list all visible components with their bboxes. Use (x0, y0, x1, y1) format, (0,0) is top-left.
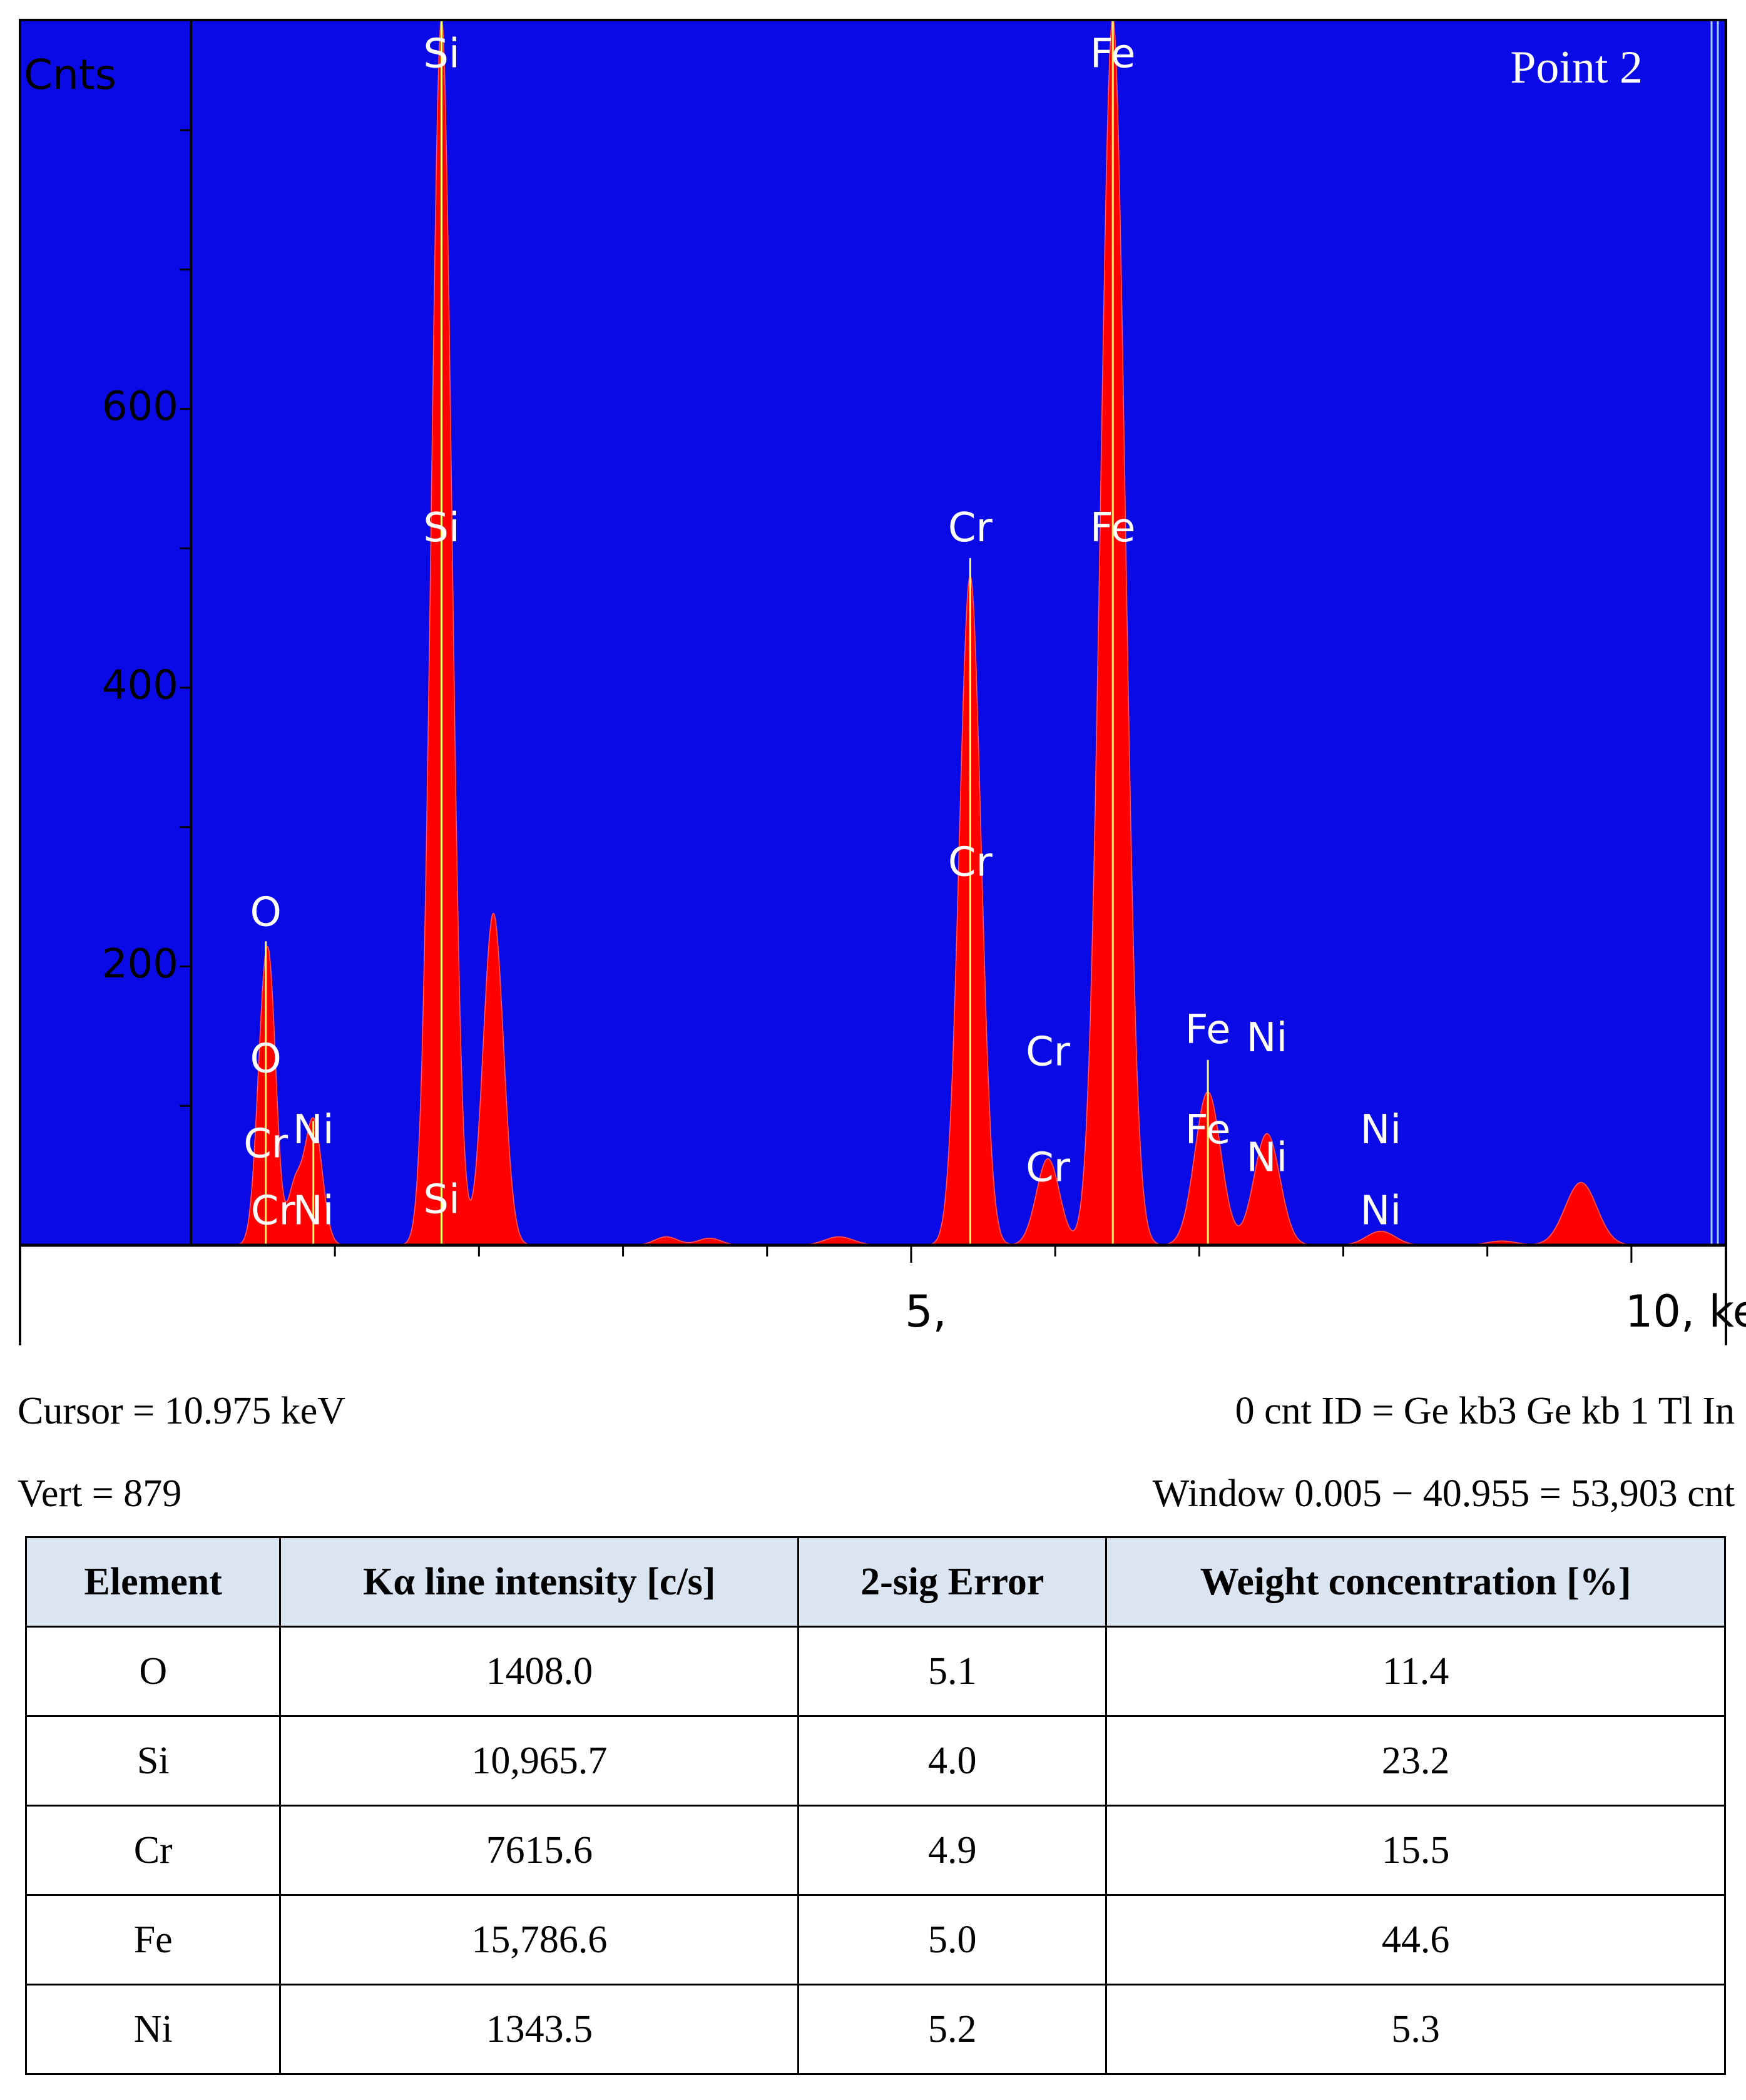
eds-spectrum-chart: Si Fe Si Cr Fe Cr O Cr Fe Ni O Ni Fe Ni Ni Cr Cr Si Cr Ni Ni… (19, 19, 1746, 1345)
marker-label: Cr (1026, 1029, 1071, 1075)
cell-error: 4.9 (797, 1805, 1108, 1896)
plot-background (20, 20, 1726, 1245)
table-row: Si 10,965.7 4.0 23.2 (24, 1715, 1726, 1807)
cell-error: 5.0 (797, 1894, 1108, 1985)
marker-label: Si (423, 1177, 459, 1223)
header-element: Element (24, 1536, 282, 1628)
marker-label: Ni (1247, 1135, 1288, 1181)
table-row: O 1408.0 5.1 11.4 (24, 1626, 1726, 1717)
cell-intensity: 7615.6 (279, 1805, 800, 1896)
cell-weight: 11.4 (1105, 1626, 1726, 1717)
cell-element: O (24, 1626, 282, 1717)
cell-element: Si (24, 1715, 282, 1807)
table-row: Ni 1343.5 5.2 5.3 (24, 1984, 1726, 2075)
marker-label: Fe (1185, 1107, 1231, 1153)
x-tick-label: 5, (905, 1286, 947, 1337)
cell-intensity: 10,965.7 (279, 1715, 800, 1807)
cursor-readout: Cursor = 10.975 keV (18, 1390, 346, 1432)
marker-label: O (250, 890, 282, 936)
cell-element: Cr (24, 1805, 282, 1896)
y-tick-label: 600 (102, 384, 178, 430)
vertical-scale-readout: Vert = 879 (18, 1472, 182, 1515)
cell-intensity: 1408.0 (279, 1626, 800, 1717)
y-axis-label: Cnts (24, 51, 116, 99)
header-weight: Weight concentration [%] (1105, 1536, 1726, 1628)
marker-label: Cr (251, 1188, 296, 1234)
table-header-row: Element Kα line intensity [c/s] 2-sig Er… (24, 1536, 1726, 1628)
marker-label: Ni (293, 1188, 334, 1234)
marker-label: Fe (1090, 31, 1136, 77)
cell-weight: 15.5 (1105, 1805, 1726, 1896)
x-tick-label: 10, keV (1625, 1286, 1746, 1337)
marker-label: Si (423, 31, 459, 77)
marker-label: Ni (1361, 1107, 1402, 1153)
cell-element: Ni (24, 1984, 282, 2075)
window-readout: Window 0.005 − 40.955 = 53,903 cnt (1152, 1472, 1735, 1515)
y-tick-label: 400 (102, 663, 178, 709)
marker-label: Fe (1185, 1007, 1231, 1053)
marker-label: Fe (1090, 505, 1136, 551)
marker-label: Si (423, 505, 459, 551)
cell-element: Fe (24, 1894, 282, 1985)
element-results-table: Element Kα line intensity [c/s] 2-sig Er… (24, 1536, 1726, 2075)
header-error: 2-sig Error (797, 1536, 1108, 1628)
cell-error: 5.1 (797, 1626, 1108, 1717)
table-row: Fe 15,786.6 5.0 44.6 (24, 1894, 1726, 1985)
point-annotation: Point 2 (1510, 42, 1643, 93)
id-readout: 0 cnt ID = Ge kb3 Ge kb 1 Tl In (1235, 1390, 1735, 1432)
y-tick-label: 200 (102, 941, 178, 987)
cell-weight: 44.6 (1105, 1894, 1726, 1985)
cell-intensity: 1343.5 (279, 1984, 800, 2075)
marker-label: Ni (1361, 1188, 1402, 1234)
cell-intensity: 15,786.6 (279, 1894, 800, 1985)
marker-label: Cr (948, 505, 993, 551)
cell-weight: 23.2 (1105, 1715, 1726, 1807)
cell-weight: 5.3 (1105, 1984, 1726, 2075)
cell-error: 5.2 (797, 1984, 1108, 2075)
marker-label: Cr (948, 839, 993, 885)
table-row: Cr 7615.6 4.9 15.5 (24, 1805, 1726, 1896)
marker-label: Ni (1247, 1015, 1288, 1061)
cell-error: 4.0 (797, 1715, 1108, 1807)
header-intensity: Kα line intensity [c/s] (279, 1536, 800, 1628)
marker-label: Cr (1026, 1144, 1071, 1191)
marker-label: O (250, 1036, 282, 1083)
marker-label: Cr (243, 1121, 288, 1167)
marker-label: Ni (293, 1107, 334, 1153)
